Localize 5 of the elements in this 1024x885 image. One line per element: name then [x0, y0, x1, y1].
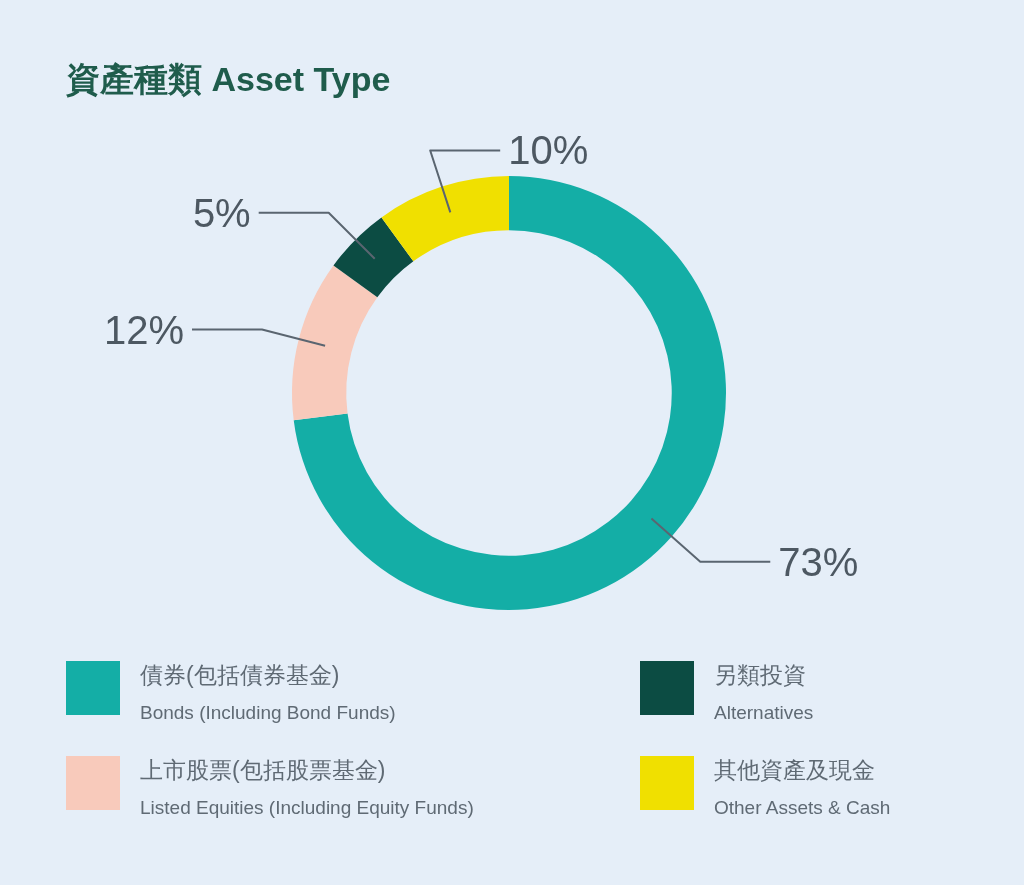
- title: 資產種類 Asset Type: [66, 60, 391, 98]
- legend-label: 另類投資 Alternatives: [714, 662, 814, 723]
- legend-label: 上市股票(包括股票基金) Listed Equities (Including Equity Funds): [140, 757, 474, 818]
- legend-label: 債券(包括債券基金) Bonds (Including Bond Funds): [140, 662, 396, 723]
- legend-label: 其他資產及現金 Other Assets & Cash: [714, 757, 891, 818]
